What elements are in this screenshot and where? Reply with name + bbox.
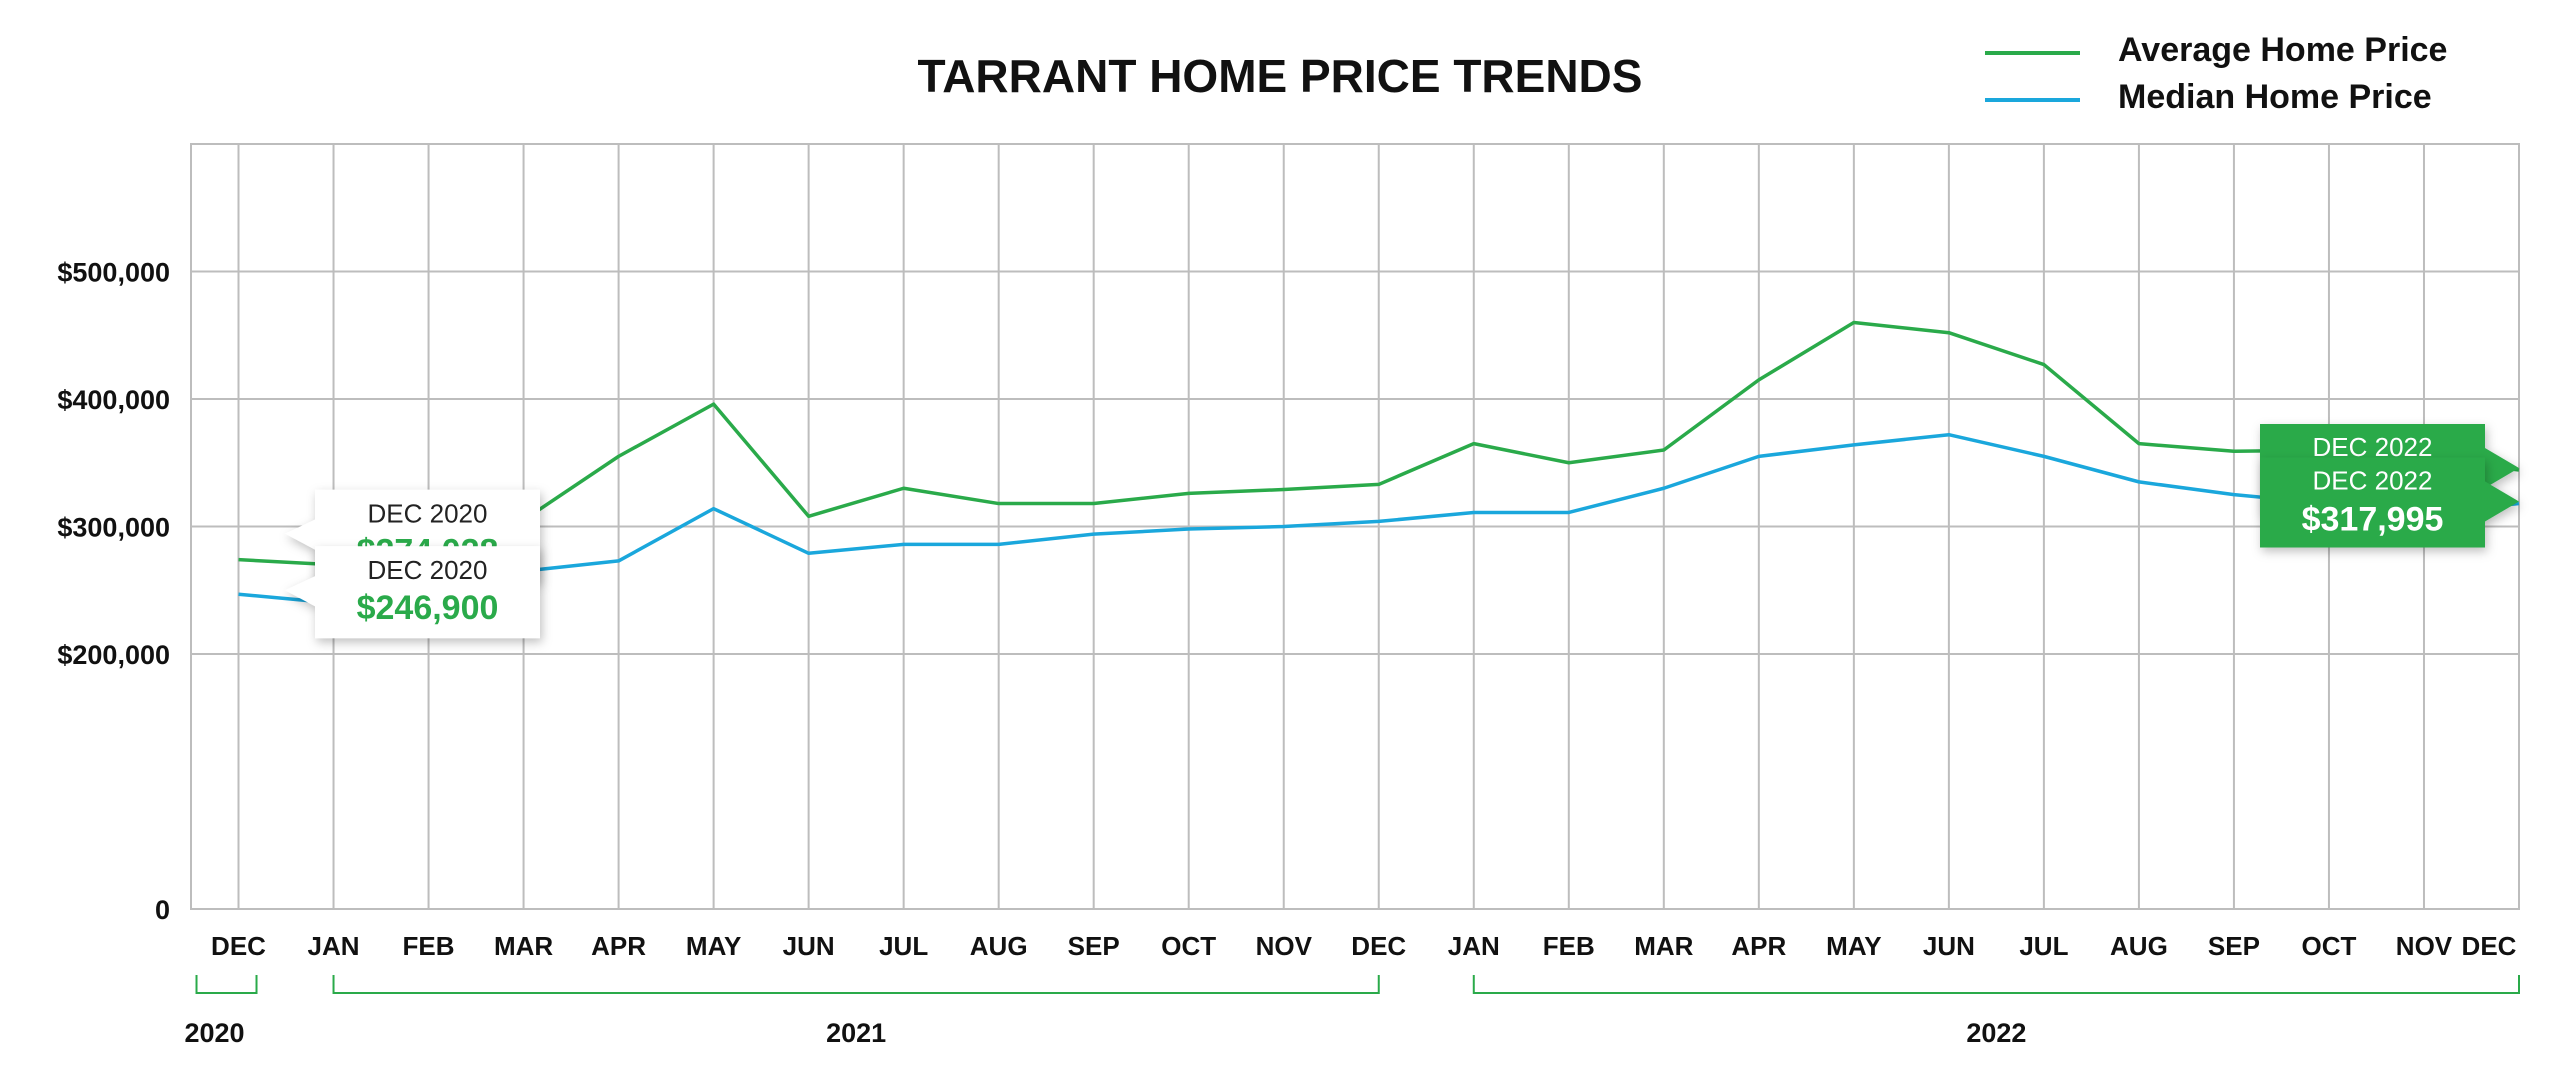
x-tick-label: FEB xyxy=(403,931,455,961)
callout-value: $317,995 xyxy=(2302,501,2444,539)
callout-period: DEC 2020 xyxy=(368,555,488,585)
x-tick-label: JUL xyxy=(879,931,928,961)
x-tick-label: JUN xyxy=(783,931,835,961)
y-tick-label: $300,000 xyxy=(57,513,170,543)
callout-end-median: DEC 2022 $317,995 xyxy=(2260,457,2519,548)
y-tick-label: $200,000 xyxy=(57,640,170,670)
legend-label: Median Home Price xyxy=(2118,78,2432,116)
x-tick-label: SEP xyxy=(1068,931,1120,961)
year-label: 2020 xyxy=(184,1018,244,1048)
year-label: 2021 xyxy=(826,1018,886,1048)
x-tick-label: SEP xyxy=(2208,931,2260,961)
x-tick-label: FEB xyxy=(1543,931,1595,961)
x-tick-label: JAN xyxy=(1448,931,1500,961)
axes: 0 $200,000 $300,000 $400,000 $500,000 DEC JAN F… xyxy=(57,258,2520,1048)
x-tick-label: OCT xyxy=(1161,931,1216,961)
x-tick-label: DEC xyxy=(2462,931,2517,961)
y-tick-label: 0 xyxy=(155,895,170,925)
callout-tag xyxy=(2260,457,2519,548)
x-tick-label: MAY xyxy=(1826,931,1881,961)
year-bracket xyxy=(1472,975,2520,994)
year-bracket xyxy=(332,975,1380,994)
x-tick-label: MAR xyxy=(494,931,553,961)
legend-label: Average Home Price xyxy=(2118,31,2447,69)
chart-title: TARRANT HOME PRICE TRENDS xyxy=(918,50,1643,102)
median-price-line xyxy=(238,432,2520,605)
callout-period: DEC 2022 xyxy=(2313,432,2433,462)
x-tick-label: APR xyxy=(591,931,646,961)
x-tick-label: NOV xyxy=(1256,931,1313,961)
average-price-line xyxy=(238,320,2520,567)
x-tick-label: AUG xyxy=(970,931,1028,961)
year-label: 2022 xyxy=(1966,1018,2026,1048)
x-tick-label: JAN xyxy=(308,931,360,961)
y-tick-label: $400,000 xyxy=(57,385,170,415)
year-bracket xyxy=(195,975,258,994)
plot-grid xyxy=(190,143,2520,910)
x-tick-label: OCT xyxy=(2302,931,2357,961)
x-tick-label: AUG xyxy=(2110,931,2168,961)
callout-value: $246,900 xyxy=(357,589,499,627)
x-tick-label: JUN xyxy=(1923,931,1975,961)
y-tick-label: $500,000 xyxy=(57,258,170,288)
callout-box xyxy=(285,546,540,639)
x-tick-label: APR xyxy=(1731,931,1786,961)
x-tick-label: MAY xyxy=(686,931,741,961)
x-tick-label: JUL xyxy=(2019,931,2068,961)
x-tick-label: NOV xyxy=(2396,931,2453,961)
x-tick-label: DEC xyxy=(1351,931,1406,961)
callout-period: DEC 2020 xyxy=(368,499,488,529)
x-tick-label: DEC xyxy=(211,931,266,961)
legend: Average Home Price Median Home Price xyxy=(1985,31,2447,116)
callout-start-median: DEC 2020 $246,900 xyxy=(285,546,540,639)
x-tick-label: MAR xyxy=(1634,931,1693,961)
series-lines xyxy=(238,320,2520,605)
callout-period: DEC 2022 xyxy=(2313,466,2433,496)
